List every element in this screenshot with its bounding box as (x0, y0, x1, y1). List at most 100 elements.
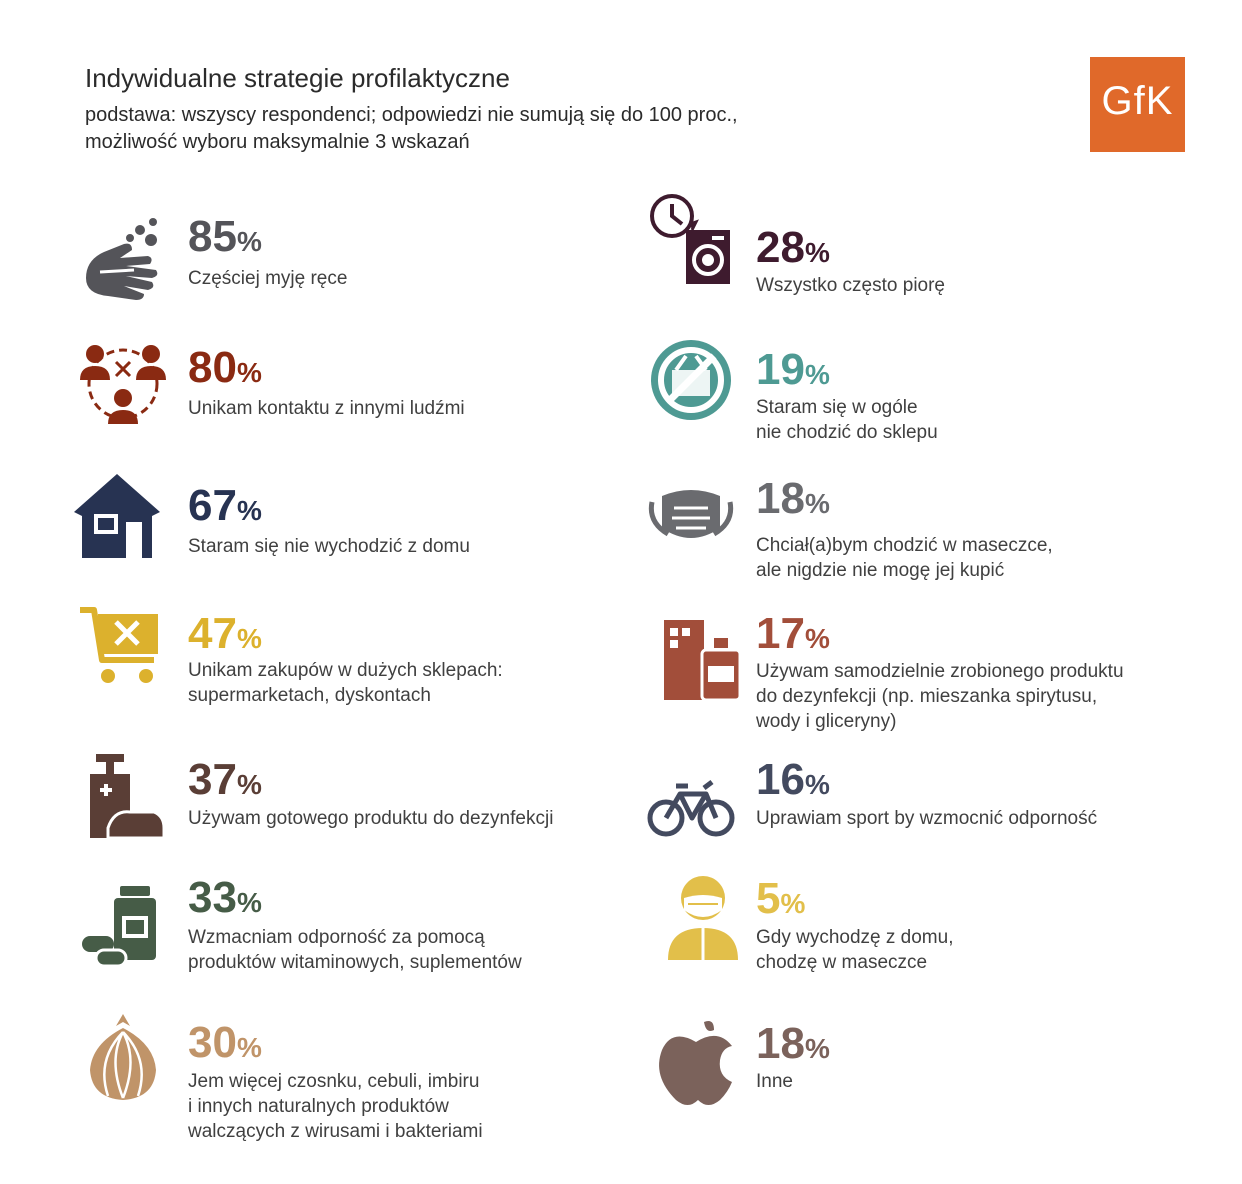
strategy-label: Używam samodzielnie zrobionego produktu d… (756, 659, 1196, 734)
percent-value: 28% (756, 226, 830, 275)
strategy-label: Unikam kontaktu z innymi ludźmi (188, 396, 628, 421)
homemade-disinfectant-icon (658, 610, 748, 706)
subtitle-line-2: możliwość wyboru maksymalnie 3 wskazań (85, 131, 470, 153)
percent-value: 18% (756, 477, 830, 526)
face-mask-icon (646, 470, 736, 566)
percent-unit: % (236, 357, 262, 388)
percent-unit: % (804, 623, 830, 654)
strategy-label-line: Uprawiam sport by wzmocnić odporność (756, 808, 1098, 829)
bicycle-icon (646, 758, 736, 854)
strategy-label: Wszystko często piorę (756, 273, 1196, 298)
washing-machine-icon (646, 194, 736, 290)
percent-value: 37% (188, 758, 262, 807)
percent-unit: % (236, 1032, 262, 1063)
percent-unit: % (236, 623, 262, 654)
gfk-logo: GfK (1090, 57, 1185, 152)
no-shopping-basket-icon (646, 334, 736, 430)
percent-value: 67% (188, 484, 262, 533)
person-mask-icon (658, 870, 748, 966)
strategy-label: Wzmacniam odporność za pomocą produktów w… (188, 925, 628, 975)
hand-sanitizer-icon (78, 750, 168, 846)
percent-number: 17 (756, 609, 805, 658)
percent-value: 33% (188, 876, 262, 925)
percent-unit: % (236, 226, 262, 257)
percent-number: 33 (188, 873, 237, 922)
strategy-label-line: i innych naturalnych produktów (188, 1096, 449, 1117)
subtitle-line-1: podstawa: wszyscy respondenci; odpowiedz… (85, 104, 738, 126)
percent-number: 18 (756, 1019, 805, 1068)
percent-unit: % (804, 769, 830, 800)
strategy-label: Inne (756, 1069, 1196, 1094)
strategy-label-line: Jem więcej czosnku, cebuli, imbiru (188, 1071, 480, 1092)
social-distancing-icon (78, 336, 168, 432)
percent-value: 5% (756, 877, 805, 926)
strategy-label-line: chodzę w maseczce (756, 952, 928, 973)
percent-value: 17% (756, 612, 830, 661)
strategy-label-line: Wszystko często piorę (756, 275, 945, 296)
house-icon (72, 470, 162, 566)
percent-unit: % (780, 888, 806, 919)
strategy-label-line: Gdy wychodzę z domu, (756, 927, 954, 948)
strategy-label-line: wody i gliceryny) (756, 711, 897, 732)
chart-subtitle: podstawa: wszyscy respondenci; odpowiedz… (85, 102, 985, 156)
percent-unit: % (236, 769, 262, 800)
percent-value: 30% (188, 1021, 262, 1070)
header: Indywidualne strategie profilaktyczne po… (85, 62, 985, 156)
strategy-label: Używam gotowego produktu do dezynfekcji (188, 806, 628, 831)
strategy-label-line: Staram się w ogóle (756, 397, 918, 418)
strategy-label-line: Staram się nie wychodzić z domu (188, 536, 470, 557)
apple-icon (652, 1014, 742, 1110)
percent-value: 18% (756, 1022, 830, 1071)
strategy-label-line: Unikam zakupów w dużych sklepach: (188, 660, 503, 681)
chart-title: Indywidualne strategie profilaktyczne (85, 63, 510, 93)
strategy-label-line: produktów witaminowych, suplementów (188, 952, 522, 973)
percent-value: 16% (756, 758, 830, 807)
percent-number: 85 (188, 212, 237, 261)
strategy-label-line: Używam gotowego produktu do dezynfekcji (188, 808, 554, 829)
strategy-label-line: Częściej myję ręce (188, 268, 348, 289)
strategy-label: Chciał(a)bym chodzić w maseczce, ale nigd… (756, 533, 1196, 583)
strategy-label-line: nie chodzić do sklepu (756, 422, 938, 443)
percent-unit: % (804, 237, 830, 268)
percent-number: 28 (756, 223, 805, 272)
strategy-label: Uprawiam sport by wzmocnić odporność (756, 806, 1196, 831)
shopping-cart-x-icon (76, 600, 166, 696)
strategy-label: Jem więcej czosnku, cebuli, imbiru i inny… (188, 1069, 628, 1144)
percent-number: 37 (188, 755, 237, 804)
strategy-label: Staram się w ogóle nie chodzić do sklepu (756, 395, 1196, 445)
percent-number: 67 (188, 481, 237, 530)
percent-unit: % (804, 488, 830, 519)
strategy-label-line: walczących z wirusami i bakteriami (188, 1121, 483, 1142)
percent-number: 5 (756, 874, 781, 923)
strategy-label-line: ale nigdzie nie mogę jej kupić (756, 560, 1005, 581)
percent-value: 85% (188, 215, 262, 264)
percent-unit: % (236, 887, 262, 918)
percent-number: 47 (188, 609, 237, 658)
vitamins-icon (78, 878, 168, 974)
percent-unit: % (236, 495, 262, 526)
percent-number: 18 (756, 474, 805, 523)
percent-unit: % (804, 359, 830, 390)
percent-number: 19 (756, 345, 805, 394)
hand-washing-icon (78, 208, 168, 304)
strategy-label-line: supermarketach, dyskontach (188, 685, 431, 706)
strategy-label: Częściej myję ręce (188, 266, 628, 291)
strategy-label-line: Wzmacniam odporność za pomocą (188, 927, 485, 948)
strategy-label-line: do dezynfekcji (np. mieszanka spirytusu, (756, 686, 1098, 707)
strategy-label: Gdy wychodzę z domu, chodzę w maseczce (756, 925, 1196, 975)
percent-number: 30 (188, 1018, 237, 1067)
percent-number: 80 (188, 343, 237, 392)
percent-unit: % (804, 1033, 830, 1064)
percent-value: 19% (756, 348, 830, 397)
percent-value: 47% (188, 612, 262, 661)
strategy-label-line: Chciał(a)bym chodzić w maseczce, (756, 535, 1053, 556)
strategy-label: Unikam zakupów w dużych sklepach: superma… (188, 658, 628, 708)
logo-text: GfK (1101, 79, 1174, 123)
strategy-label-line: Unikam kontaktu z innymi ludźmi (188, 398, 465, 419)
strategy-label-line: Używam samodzielnie zrobionego produktu (756, 661, 1124, 682)
percent-number: 16 (756, 755, 805, 804)
percent-value: 80% (188, 346, 262, 395)
strategy-label: Staram się nie wychodzić z domu (188, 534, 628, 559)
onion-icon (78, 1010, 168, 1106)
strategy-label-line: Inne (756, 1071, 793, 1092)
